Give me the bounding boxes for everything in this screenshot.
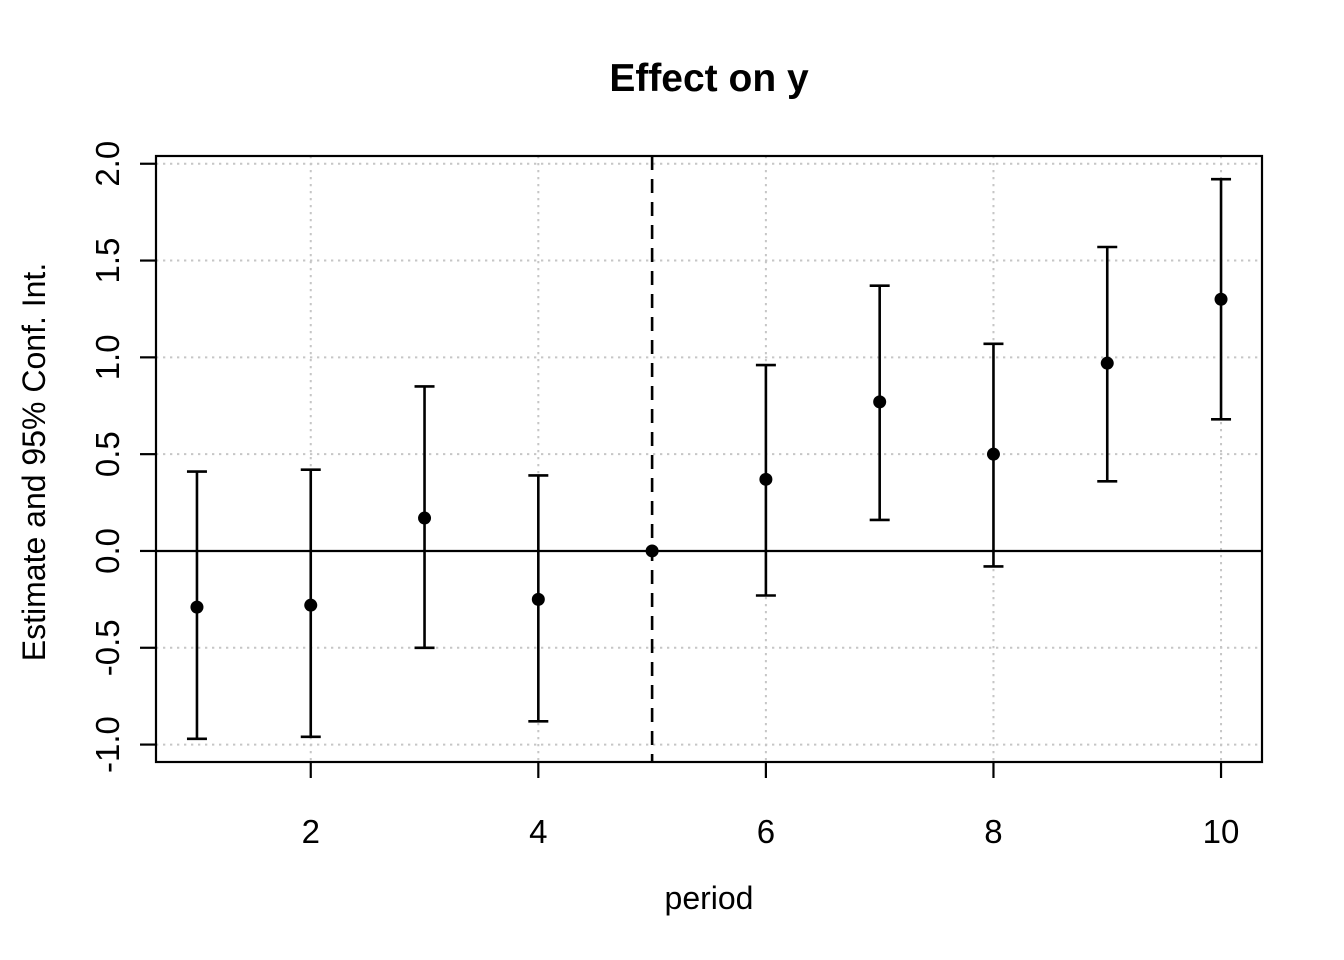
point-estimate	[531, 592, 545, 606]
y-axis-title: Estimate and 95% Conf. Int.	[16, 263, 52, 661]
y-tick-label: -1.0	[89, 716, 126, 773]
point-estimate	[304, 598, 318, 612]
axis-ticks-layer: -1.0 -0.5 0.0 0.5 1.0 1.5 2.0 2 4 6 8 10	[89, 141, 1239, 850]
point-estimate	[190, 600, 204, 614]
plot-border	[154, 154, 1264, 764]
y-tick-label: -0.5	[89, 619, 126, 676]
point-estimate	[645, 544, 659, 558]
x-tick-label: 4	[529, 813, 547, 850]
y-tick-label: 1.5	[89, 238, 126, 284]
x-tick-label: 2	[302, 813, 320, 850]
x-tick-label: 10	[1203, 813, 1240, 850]
x-axis-title: period	[665, 880, 754, 916]
point-estimate	[759, 472, 773, 486]
x-tick-label: 6	[757, 813, 775, 850]
point-estimate	[1100, 356, 1114, 370]
plot-frame-layer	[154, 154, 1264, 764]
reference-lines-layer	[156, 156, 1262, 762]
grid-layer	[156, 156, 1262, 762]
y-tick-label: 0.0	[89, 528, 126, 574]
point-estimate	[418, 511, 432, 525]
point-estimate	[1214, 292, 1228, 306]
chart-title: Effect on y	[609, 57, 809, 100]
x-tick-label: 8	[984, 813, 1002, 850]
y-tick-label: 2.0	[89, 141, 126, 187]
y-tick-label: 1.0	[89, 334, 126, 380]
error-bars-layer	[186, 177, 1232, 741]
y-tick-label: 0.5	[89, 431, 126, 477]
point-estimate	[986, 447, 1000, 461]
point-estimate	[873, 395, 887, 409]
